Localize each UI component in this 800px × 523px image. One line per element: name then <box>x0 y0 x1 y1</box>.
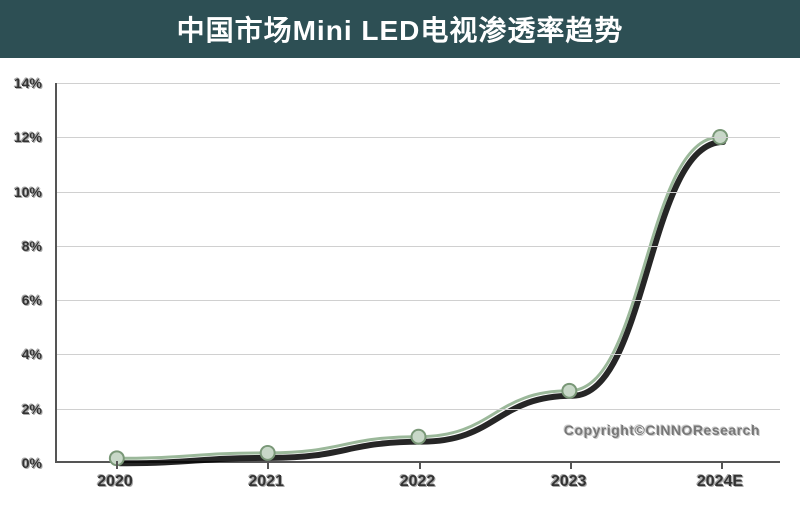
y-tick-label: 10% <box>14 184 42 200</box>
x-tick-label: 2023 <box>551 473 587 491</box>
gridline <box>57 192 780 193</box>
x-tick <box>116 461 118 469</box>
chart-area: 0% 2% 4% 6% 8% 10% 12% 14% 2020 2021 2022 2023 2024… <box>0 58 800 523</box>
plot-region <box>55 83 780 463</box>
gridline <box>57 300 780 301</box>
y-tick-label: 2% <box>22 401 42 417</box>
line-svg <box>57 83 780 461</box>
gridline <box>57 354 780 355</box>
gridline <box>57 83 780 84</box>
gridline <box>57 246 780 247</box>
gridline <box>57 409 780 410</box>
x-tick <box>419 461 421 469</box>
x-tick <box>570 461 572 469</box>
y-tick-label: 6% <box>22 292 42 308</box>
x-tick-label: 2021 <box>248 473 284 491</box>
x-tick <box>267 461 269 469</box>
chart-header: 中国市场Mini LED电视渗透率趋势 <box>0 0 800 58</box>
y-tick-label: 12% <box>14 129 42 145</box>
x-tick <box>721 461 723 469</box>
data-marker <box>562 384 576 398</box>
data-line <box>117 137 720 458</box>
x-tick-label: 2022 <box>400 473 436 491</box>
x-tick-label: 2020 <box>97 473 133 491</box>
y-tick-label: 14% <box>14 75 42 91</box>
data-marker <box>412 430 426 444</box>
y-tick-label: 4% <box>22 346 42 362</box>
y-tick-label: 0% <box>22 455 42 471</box>
y-tick-label: 8% <box>22 238 42 254</box>
x-tick-label: 2024E <box>697 473 743 491</box>
chart-title: 中国市场Mini LED电视渗透率趋势 <box>177 9 624 49</box>
gridline <box>57 137 780 138</box>
data-marker <box>261 446 275 460</box>
y-axis: 0%2%4%6%8%10%12%14% <box>0 83 50 463</box>
watermark: Copyright©CINNOResearch <box>564 422 760 438</box>
x-axis: 2020 2021 2022 2023 2024E <box>55 473 780 503</box>
